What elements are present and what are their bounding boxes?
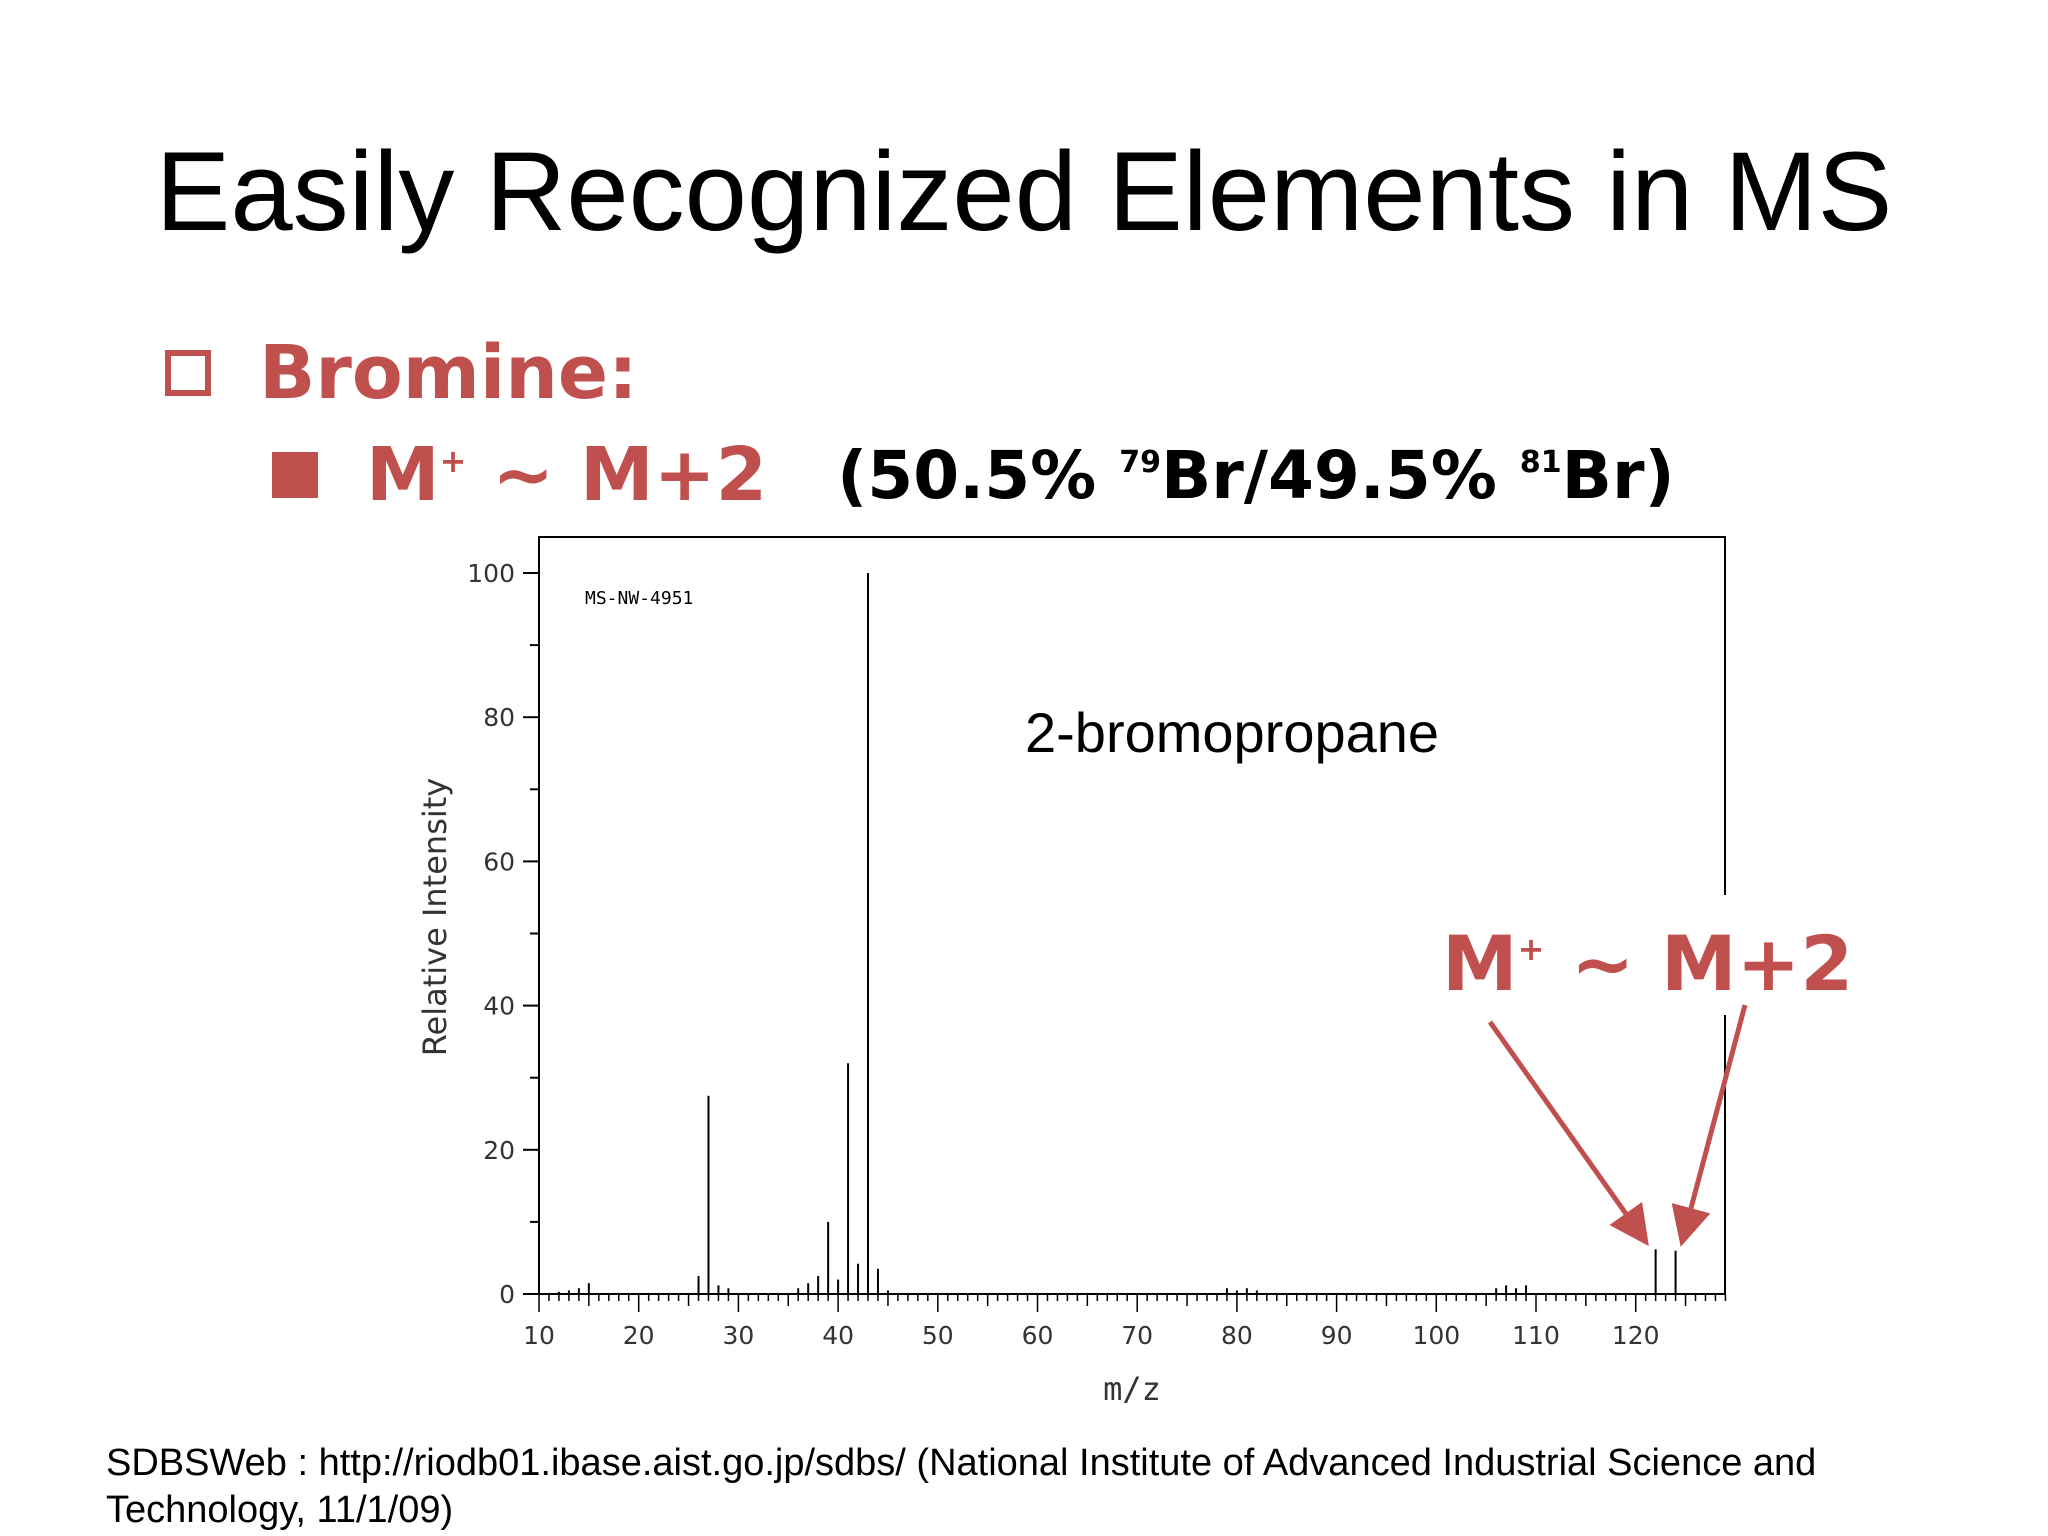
bullet-m-plus-2: M+ ~ M+2 (50.5% 79Br/49.5% 81Br) <box>272 432 1675 518</box>
x-tick-label: 20 <box>623 1321 655 1350</box>
filled-square-bullet-icon <box>272 452 318 498</box>
y-tick-label: 0 <box>499 1280 515 1309</box>
compound-label: 2-bromopropane <box>1025 701 1439 764</box>
iso-close: Br) <box>1561 436 1675 514</box>
iso-mass-79: 79 <box>1119 444 1161 480</box>
iso-mid: Br/49.5% <box>1161 436 1520 514</box>
x-tick-label: 10 <box>523 1321 555 1350</box>
x-tick-label: 100 <box>1412 1321 1460 1350</box>
x-tick-label: 80 <box>1221 1321 1253 1350</box>
annotation-m-plus-m-plus-2: M+ ~ M+2 <box>1442 919 1853 1008</box>
y-tick-label: 20 <box>483 1136 515 1165</box>
peaks <box>557 573 1677 1294</box>
source-citation: SDBSWeb : http://riodb01.ibase.aist.go.j… <box>106 1442 1817 1531</box>
x-tick-label: 40 <box>822 1321 854 1350</box>
iso-mass-81: 81 <box>1519 444 1562 480</box>
x-axis: 10 20 30 40 50 60 70 80 90 100 110 120 <box>523 1294 1727 1350</box>
y-tick-label: 60 <box>483 847 515 876</box>
annotation-background <box>1418 895 1838 1015</box>
m-plus-label: M+ ~ M+2 <box>366 432 767 518</box>
arrow-to-m-peak <box>1487 1020 1649 1247</box>
annot-rest: ~ M+2 <box>1544 919 1853 1008</box>
iso-open: (50.5% <box>837 436 1120 514</box>
bullet-bromine: Bromine: <box>165 330 638 416</box>
x-tick-label: 50 <box>922 1321 954 1350</box>
slide-title: Easily Recognized Elements in MS <box>155 129 1893 254</box>
x-tick-label: 30 <box>722 1321 754 1350</box>
arrow-to-m-plus-2-peak <box>1671 1004 1748 1247</box>
x-tick-label: 110 <box>1512 1321 1560 1350</box>
m-letter: M <box>366 432 440 518</box>
bromine-label: Bromine: <box>259 330 638 416</box>
isotope-ratio: (50.5% 79Br/49.5% 81Br) <box>837 437 1675 514</box>
spectrum-id: MS-NW-4951 <box>585 588 693 609</box>
y-tick-label: 80 <box>483 703 515 732</box>
annot-sup: + <box>1518 930 1545 968</box>
x-tick-label: 120 <box>1612 1321 1660 1350</box>
y-tick-label: 40 <box>483 992 515 1021</box>
x-tick-label: 90 <box>1321 1321 1353 1350</box>
x-tick-label: 70 <box>1121 1321 1153 1350</box>
x-tick-label: 60 <box>1022 1321 1054 1350</box>
x-axis-label: m/z <box>1103 1370 1161 1408</box>
y-axis-label: Relative Intensity <box>416 778 454 1057</box>
m-rest: ~ M+2 <box>466 432 768 518</box>
m-superscript: + <box>439 442 467 480</box>
annot-m: M <box>1442 919 1518 1008</box>
hollow-square-bullet-icon <box>165 350 211 396</box>
y-axis: 0 20 40 60 80 100 <box>467 559 539 1309</box>
y-tick-label: 100 <box>467 559 515 588</box>
